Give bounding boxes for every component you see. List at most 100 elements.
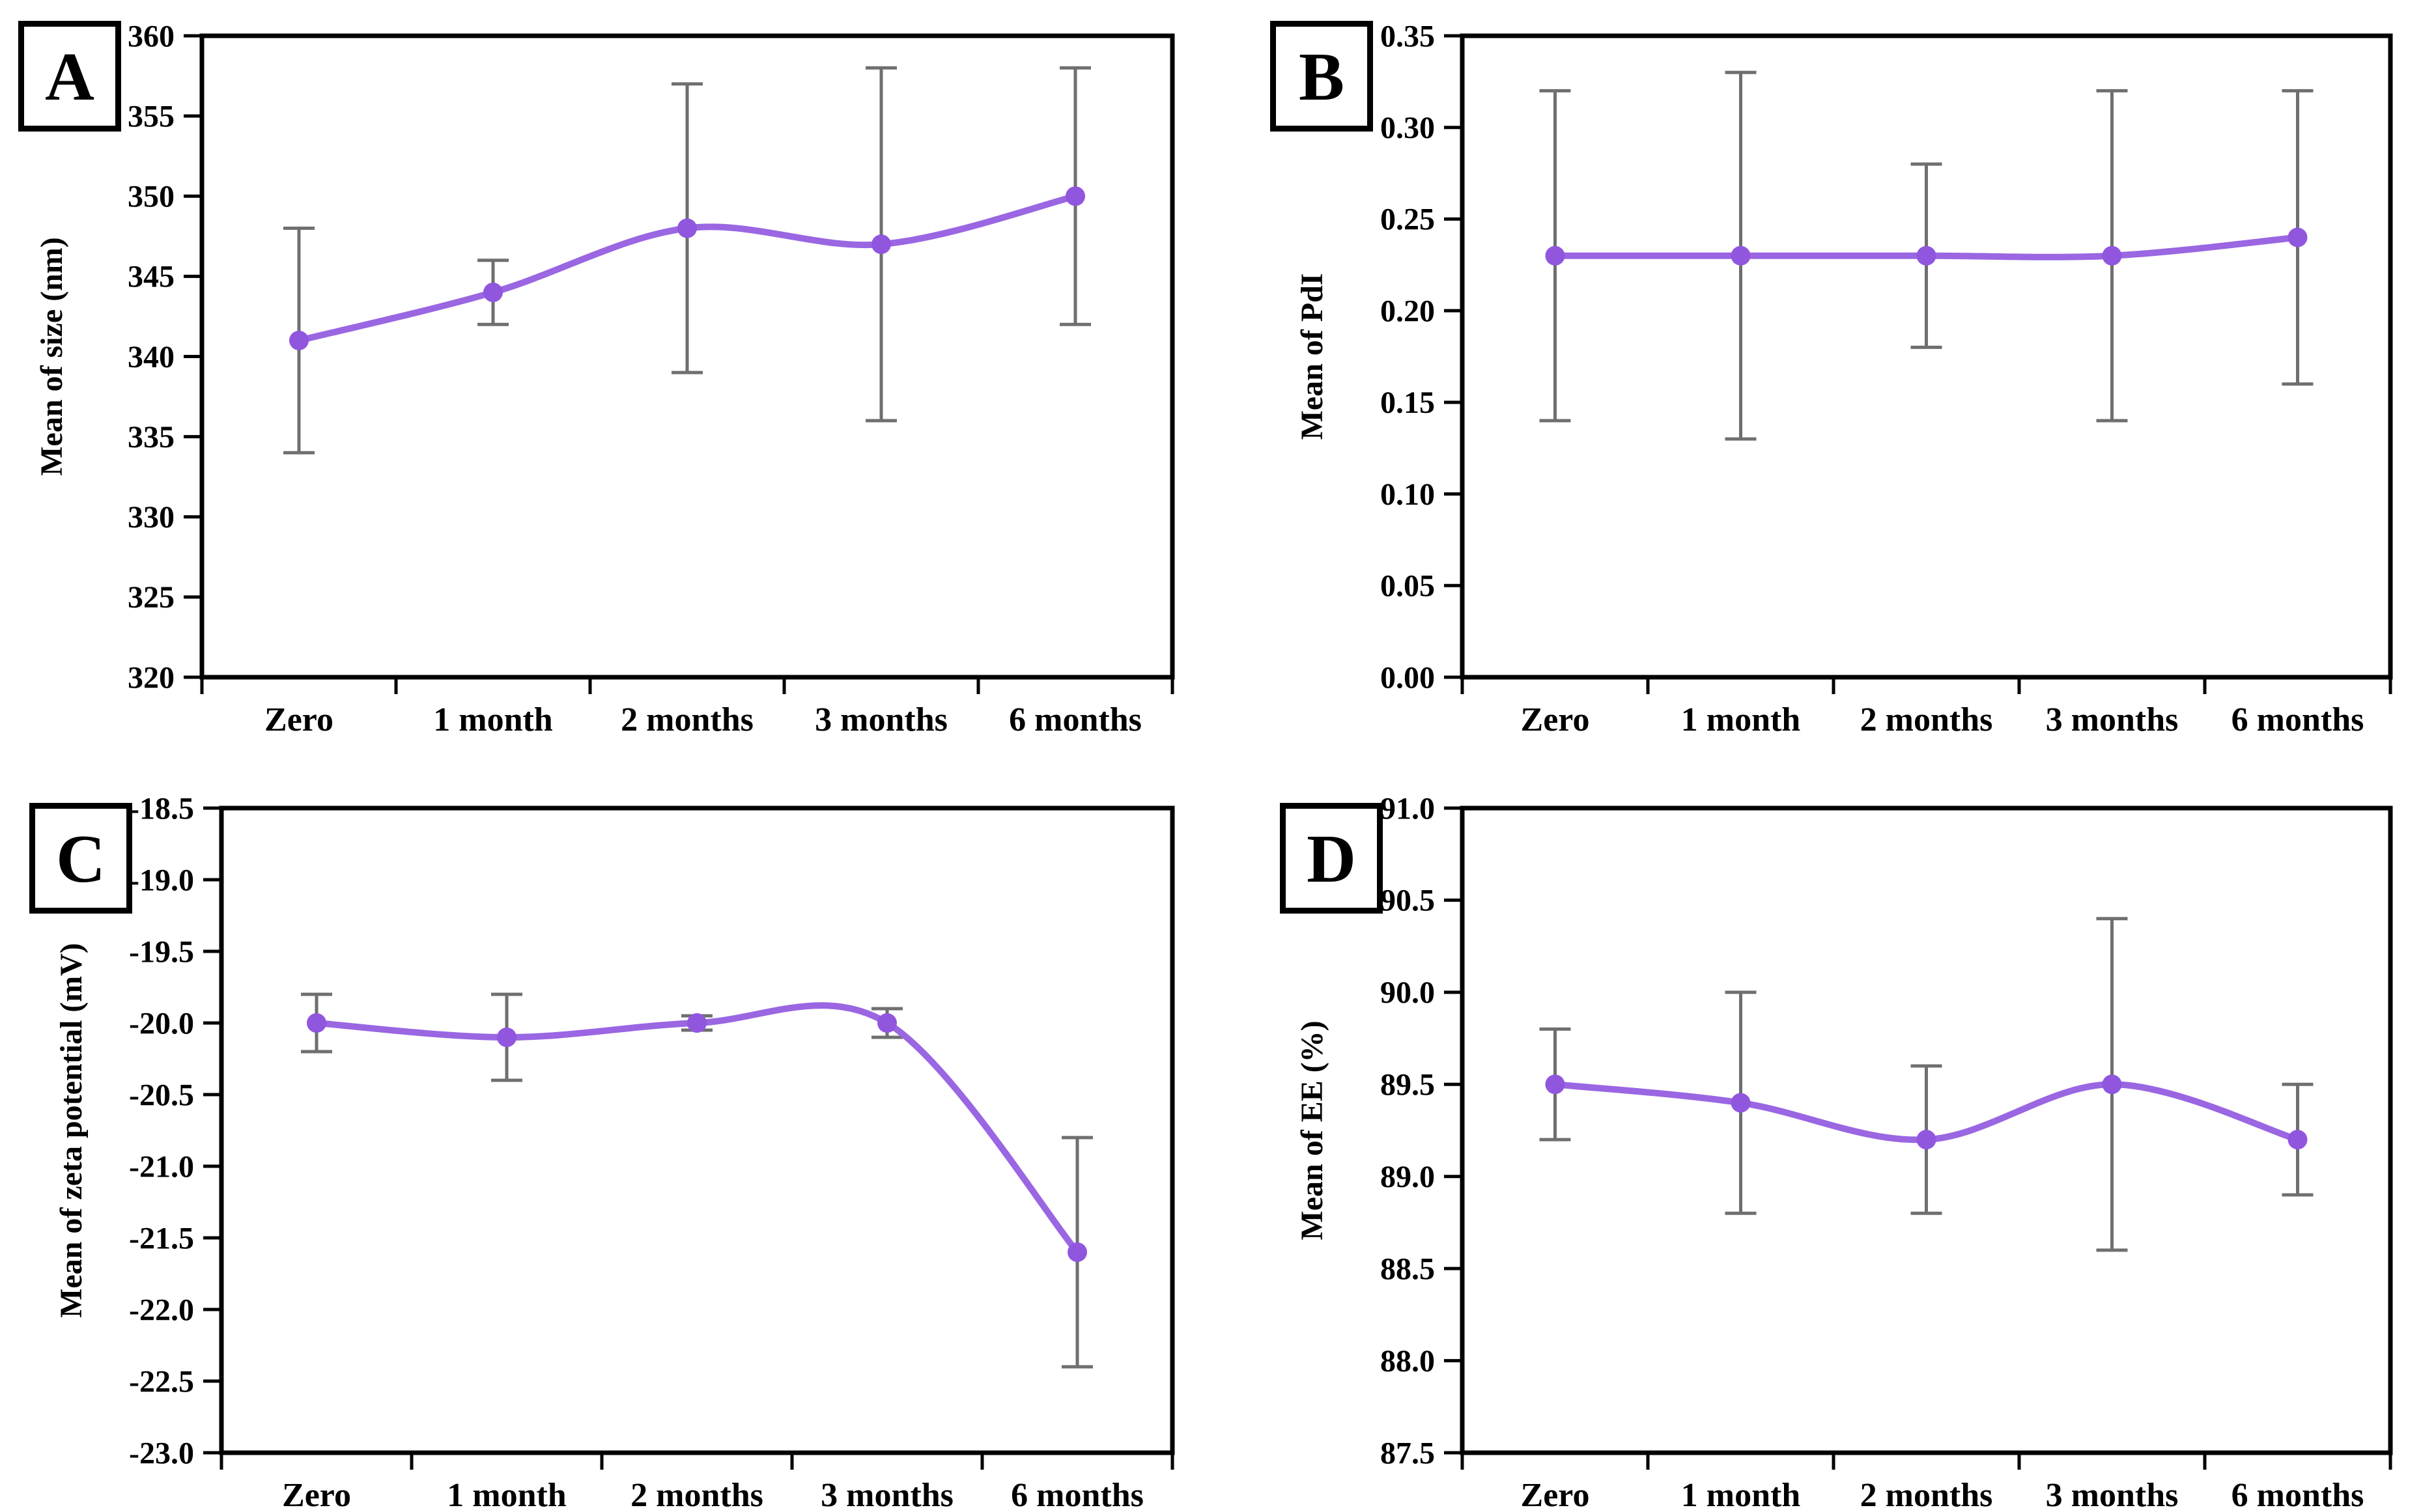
chart-mean-pdi: 0.35 0.30 0.25 0.20 0.15 0.10 0.05 0.00 Zero 1 mo…	[1295, 19, 2393, 738]
plot-frame	[1460, 33, 2393, 680]
x-category-label: 3 months	[2046, 701, 2179, 738]
panel-letter-a: A	[45, 38, 94, 115]
panel-label-box-c: C	[29, 803, 132, 914]
markers-group	[1545, 227, 2308, 266]
data-point-marker	[2287, 227, 2308, 247]
data-point-marker	[687, 1013, 707, 1033]
x-category-label: 2 months	[1860, 1477, 1993, 1512]
x-category-label: Zero	[282, 1477, 351, 1512]
x-category-label: 6 months	[1011, 1477, 1144, 1512]
y-tick-label: -19.0	[129, 863, 194, 897]
x-category-label: 1 month	[1681, 1477, 1801, 1512]
y-tick-label: 355	[128, 99, 175, 133]
data-point-marker	[289, 330, 309, 350]
y-tick-label: 87.5	[1380, 1436, 1435, 1470]
panel-mean-pdi: B 0.35 0.30 0.25 0.20 0.15 0.10 0.05 0.00 Zero 1 …	[1218, 0, 2436, 756]
x-category-label: 2 months	[621, 701, 754, 738]
x-category-label: Zero	[1521, 701, 1590, 738]
y-tick-label: 345	[128, 260, 175, 294]
panel-mean-size: A 360 355 350 345 340 335 330 325 320 Zero 1 month…	[0, 0, 1218, 756]
data-point-marker	[1916, 245, 1936, 266]
y-tick-label: -18.5	[129, 791, 194, 826]
x-category-label: 3 months	[821, 1477, 954, 1512]
chart-zeta-potential: -18.5 -19.0 -19.5 -20.0 -20.5 -21.0 -21.5 -22.0…	[54, 791, 1175, 1512]
y-tick-label: 0.00	[1380, 660, 1435, 695]
data-point-marker	[1731, 1093, 1751, 1113]
y-tick-label: 88.0	[1380, 1344, 1435, 1379]
data-point-marker	[2102, 245, 2122, 266]
x-category-label: 1 month	[447, 1477, 567, 1512]
markers-group	[1545, 1074, 2308, 1150]
x-category-label: Zero	[1521, 1477, 1590, 1512]
y-tick-label: -22.5	[129, 1364, 194, 1399]
data-point-marker	[2102, 1074, 2122, 1095]
y-tick-label: 0.05	[1380, 569, 1435, 604]
y-tick-label: 340	[128, 340, 175, 374]
y-tick-label: 91.0	[1380, 791, 1435, 826]
axis-group: 0.35 0.30 0.25 0.20 0.15 0.10 0.05 0.00 Zero 1 mo…	[1295, 19, 2393, 738]
x-category-label: Zero	[264, 701, 333, 738]
x-category-label: 2 months	[1860, 701, 1993, 738]
data-point-marker	[2287, 1130, 2308, 1150]
panel-label-box-d: D	[1280, 803, 1383, 914]
y-tick-label: 89.5	[1380, 1068, 1435, 1102]
error-bars-group	[301, 992, 1093, 1369]
x-category-label: 6 months	[1009, 701, 1142, 738]
y-tick-label: 89.0	[1380, 1160, 1435, 1194]
chart-mean-ee: 91.0 90.5 90.0 89.5 89.0 88.5 88.0 87.5 Zero 1 mo…	[1295, 791, 2393, 1512]
data-point-marker	[1545, 1074, 1565, 1095]
y-tick-label: 325	[128, 580, 175, 615]
y-tick-label: 88.5	[1380, 1252, 1435, 1286]
x-category-label: 6 months	[2231, 1477, 2364, 1512]
error-bars-group	[283, 66, 1091, 455]
x-category-label: 1 month	[1681, 701, 1801, 738]
data-point-marker	[1545, 245, 1565, 266]
data-point-marker	[307, 1013, 326, 1033]
chart-mean-size: 360 355 350 345 340 335 330 325 320 Zero 1 month 2 …	[35, 19, 1175, 738]
error-bars-group	[1539, 917, 2314, 1252]
y-tick-label: -20.5	[129, 1078, 194, 1112]
y-axis-title: Mean of zeta potential (mV)	[54, 943, 89, 1318]
x-category-label: 1 month	[433, 701, 553, 738]
y-tick-label: 0.20	[1380, 294, 1435, 328]
y-tick-label: -22.0	[129, 1293, 194, 1327]
axis-group: 91.0 90.5 90.0 89.5 89.0 88.5 88.0 87.5 Zero 1 mo…	[1295, 791, 2393, 1512]
panel-zeta-potential: C -18.5 -19.0 -19.5 -20.0 -20.5 -21.0 -21.5 -22…	[0, 756, 1218, 1512]
data-point-marker	[677, 218, 697, 238]
y-axis-title: Mean of size (nm)	[35, 237, 69, 476]
data-point-marker	[1068, 1242, 1087, 1262]
data-point-marker	[877, 1013, 897, 1033]
panel-mean-ee: D 91.0 90.5 90.0 89.5 89.0 88.5 88.0 87.5 Zero 1 …	[1218, 756, 2436, 1512]
x-category-label: 3 months	[2046, 1477, 2179, 1512]
y-tick-label: 0.25	[1380, 203, 1435, 237]
panel-letter-c: C	[56, 820, 106, 897]
panel-label-box-b: B	[1270, 21, 1373, 132]
data-point-marker	[1731, 245, 1751, 266]
y-tick-label: -21.5	[129, 1221, 194, 1255]
panel-label-box-a: A	[18, 21, 121, 132]
y-tick-label: 90.0	[1380, 975, 1435, 1010]
y-tick-label: 0.30	[1380, 111, 1435, 145]
y-tick-label: 0.10	[1380, 477, 1435, 512]
x-category-label: 6 months	[2231, 701, 2364, 738]
plot-frame	[1460, 805, 2393, 1455]
y-tick-label: -21.0	[129, 1149, 194, 1184]
panel-letter-d: D	[1307, 820, 1356, 897]
y-tick-label: 360	[128, 19, 175, 53]
axis-group: -18.5 -19.0 -19.5 -20.0 -20.5 -21.0 -21.5 -22.0…	[54, 791, 1175, 1512]
data-point-marker	[1916, 1130, 1936, 1150]
y-tick-label: 90.5	[1380, 884, 1435, 918]
y-axis-title: Mean of PdI	[1295, 273, 1329, 440]
markers-group	[289, 186, 1085, 350]
x-category-label: 2 months	[630, 1477, 763, 1512]
data-point-marker	[497, 1028, 517, 1047]
y-tick-label: 0.15	[1380, 385, 1435, 420]
data-point-marker	[1066, 186, 1085, 206]
y-tick-label: 0.35	[1380, 19, 1435, 53]
axis-group: 360 355 350 345 340 335 330 325 320 Zero 1 month 2 …	[35, 19, 1175, 738]
y-tick-label: 330	[128, 500, 175, 535]
y-tick-label: 350	[128, 180, 175, 214]
y-tick-label: 335	[128, 420, 175, 455]
series-line	[313, 1002, 1081, 1255]
